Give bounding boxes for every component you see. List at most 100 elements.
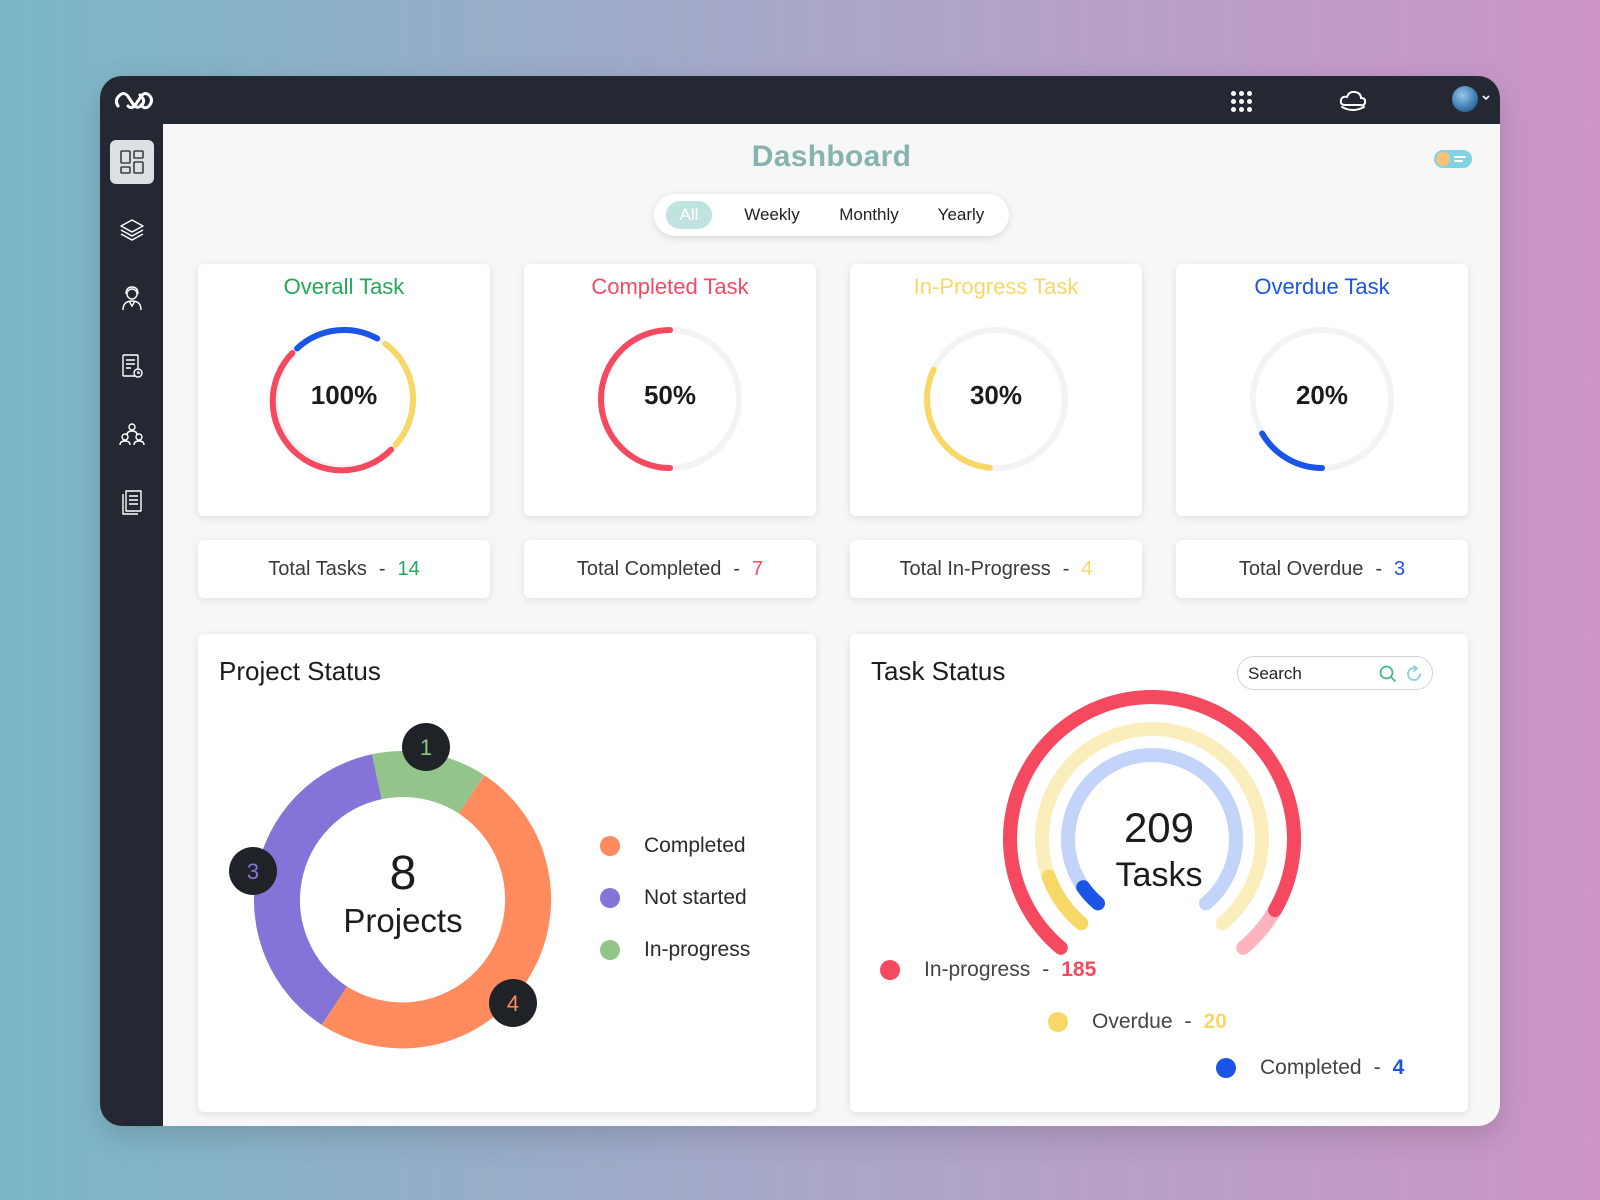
toggle-line-bottom xyxy=(1454,160,1463,162)
filter-monthly[interactable]: Monthly xyxy=(839,205,899,224)
search-icon[interactable] xyxy=(1378,664,1398,684)
project-status-title: Project Status xyxy=(219,656,381,686)
period-filter: All Weekly Monthly Yearly xyxy=(654,194,1009,236)
slice-count-badge xyxy=(402,723,450,771)
task-status-title: Task Status xyxy=(871,656,1006,686)
cloud-sync-icon[interactable] xyxy=(1338,88,1368,114)
completed-task-card: Completed Task 50% xyxy=(524,264,816,516)
search-box xyxy=(1237,656,1433,690)
legend-separator: - xyxy=(1373,1056,1381,1079)
task-count: 209 xyxy=(1123,804,1195,851)
legend-separator: - xyxy=(1184,1010,1192,1033)
total-tasks-value: 14 xyxy=(397,557,420,580)
total-separator: - xyxy=(1375,557,1383,580)
legend-dot xyxy=(600,836,620,856)
search-input[interactable] xyxy=(1248,663,1368,685)
total-completed-card: Total Completed - 7 xyxy=(524,540,816,598)
in-progress-task-percent: 30% xyxy=(969,380,1023,410)
slice-count-badge xyxy=(229,847,277,895)
legend-dot xyxy=(1048,1012,1068,1032)
main-content: Dashboard All Weekly Monthly Yearly Over… xyxy=(163,124,1500,1126)
legend-overdue: Overdue - 20 xyxy=(1048,1010,1227,1034)
slice-count-label: 4 xyxy=(507,991,519,1016)
overall-task-title: Overall Task xyxy=(283,274,405,299)
sidebar-item-dashboard[interactable] xyxy=(110,140,154,184)
legend-separator: - xyxy=(1042,958,1050,981)
toggle-knob xyxy=(1436,152,1450,166)
total-overdue-value: 3 xyxy=(1394,557,1406,580)
legend-in-progress: In-progress xyxy=(600,938,750,962)
gauge-fill-completed[interactable] xyxy=(1076,880,1106,911)
total-completed-value: 7 xyxy=(752,557,764,580)
task-status-gauge xyxy=(1003,690,1301,955)
legend-dot xyxy=(600,940,620,960)
legend-value: 4 xyxy=(1392,1056,1405,1079)
sidebar xyxy=(100,124,163,1126)
report-clock-icon xyxy=(122,354,143,378)
legend-value: 20 xyxy=(1203,1010,1227,1033)
page-title: Dashboard xyxy=(751,140,912,173)
completed-task-percent: 50% xyxy=(643,380,697,410)
legend-label: In-progress xyxy=(644,938,751,961)
apps-grid-dot xyxy=(1231,99,1236,104)
sidebar-item-projects[interactable] xyxy=(110,208,154,252)
project-status-donut: 1 4 3 xyxy=(229,723,552,1049)
task-status-panel: Task Status 209 Tasks In-progress - 1 xyxy=(850,634,1468,1112)
overall-task-percent: 100% xyxy=(310,380,378,410)
gauge-track-overdue xyxy=(1035,722,1269,931)
sidebar-item-reports[interactable] xyxy=(110,344,154,388)
donut-slice-not-started[interactable] xyxy=(254,754,383,1025)
sidebar-item-documents[interactable] xyxy=(110,480,154,524)
slice-count-label: 1 xyxy=(420,735,432,760)
total-tasks-label: Total Tasks xyxy=(268,557,367,580)
donut-slice-in-progress[interactable] xyxy=(372,751,485,815)
overall-task-card: Overall Task 100% xyxy=(198,264,490,516)
filter-weekly[interactable]: Weekly xyxy=(744,205,800,224)
apps-grid-dot xyxy=(1231,107,1236,112)
filter-all[interactable]: All xyxy=(666,201,712,229)
in-progress-task-card: In-Progress Task 30% xyxy=(850,264,1142,516)
legend-in-progress: In-progress - 185 xyxy=(880,958,1096,982)
app-window: Dashboard All Weekly Monthly Yearly Over… xyxy=(100,76,1500,1126)
layers-icon xyxy=(120,219,144,241)
apps-grid-dot xyxy=(1247,91,1252,96)
total-separator: - xyxy=(733,557,741,580)
task-count-label: Tasks xyxy=(1115,856,1203,894)
total-separator: - xyxy=(378,557,386,580)
sidebar-item-team[interactable] xyxy=(110,412,154,456)
total-overdue-label: Total Overdue xyxy=(1238,557,1364,580)
total-in-progress-label: Total In-Progress xyxy=(899,557,1051,580)
dashboard-icon xyxy=(120,150,144,174)
infinity-logo-icon[interactable] xyxy=(112,86,156,114)
overdue-task-title: Overdue Task xyxy=(1254,274,1390,299)
in-progress-task-title: In-Progress Task xyxy=(913,274,1079,299)
legend-label: Not started xyxy=(644,886,747,909)
sidebar-item-support[interactable] xyxy=(110,276,154,320)
filter-yearly[interactable]: Yearly xyxy=(937,205,985,224)
overdue-task-percent: 20% xyxy=(1295,380,1349,410)
documents-icon xyxy=(122,490,142,515)
apps-grid-dot xyxy=(1239,91,1244,96)
apps-grid-dot xyxy=(1247,99,1252,104)
apps-grid-dot xyxy=(1247,107,1252,112)
overdue-task-card: Overdue Task 20% xyxy=(1176,264,1468,516)
chevron-down-icon[interactable] xyxy=(1481,90,1491,106)
theme-toggle[interactable] xyxy=(1434,150,1472,168)
donut-slice-completed[interactable] xyxy=(322,775,552,1049)
support-agent-icon xyxy=(122,286,142,311)
user-avatar[interactable] xyxy=(1452,86,1478,112)
gauge-fill-overdue[interactable] xyxy=(1041,869,1089,931)
gauge-fill-in-progress[interactable] xyxy=(1003,690,1301,955)
total-completed-label: Total Completed xyxy=(576,557,722,580)
top-bar xyxy=(100,76,1500,124)
apps-grid-dot xyxy=(1239,99,1244,104)
apps-grid-icon[interactable] xyxy=(1228,88,1254,114)
total-in-progress-value: 4 xyxy=(1081,557,1093,580)
overall-task-ring xyxy=(269,327,416,474)
legend-completed: Completed - 4 xyxy=(1216,1056,1404,1080)
refresh-icon[interactable] xyxy=(1404,664,1424,684)
legend-label: Completed xyxy=(644,834,746,857)
project-count: 8 xyxy=(389,847,417,900)
legend-label: In-progress xyxy=(924,958,1031,981)
